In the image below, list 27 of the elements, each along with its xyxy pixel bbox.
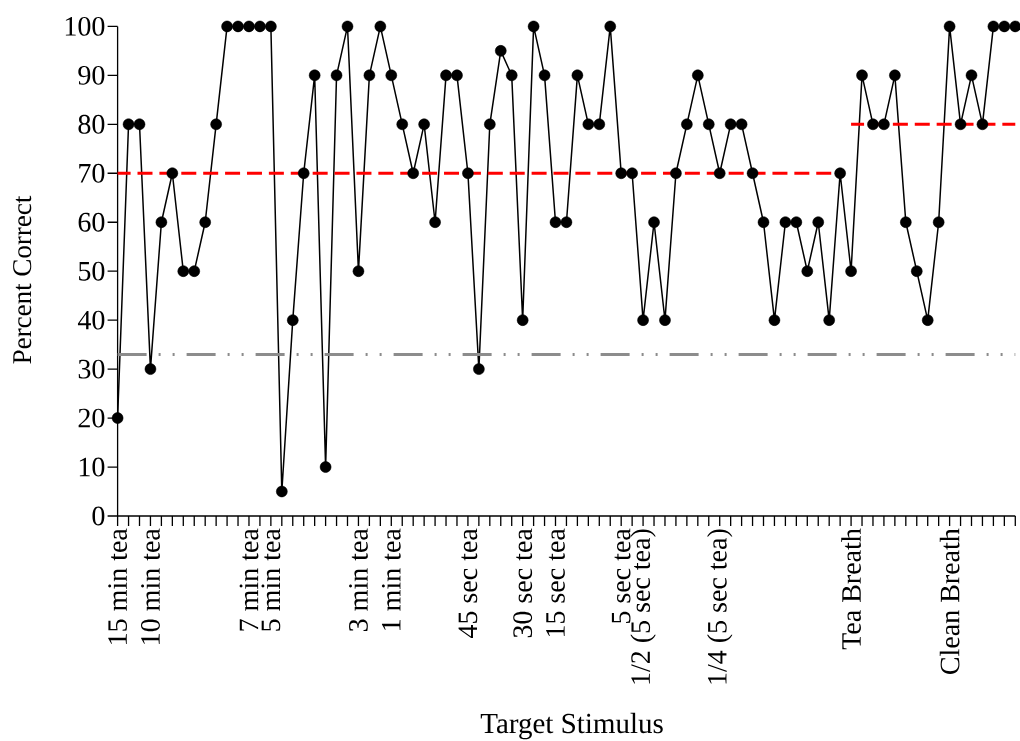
y-tick-label: 40 bbox=[77, 310, 105, 330]
y-tick-label: 100 bbox=[65, 16, 105, 36]
x-axis-title: Target Stimulus bbox=[480, 712, 663, 740]
y-tick-label: 30 bbox=[78, 359, 105, 379]
y-tick-label: 20 bbox=[78, 408, 105, 428]
x-tick-label: 1 min tea bbox=[381, 528, 401, 630]
x-tick-label: 45 sec tea bbox=[458, 528, 478, 639]
x-tick-label: 1/4 (5 sec tea) bbox=[707, 529, 733, 684]
x-tick-label: Tea Breath bbox=[841, 528, 861, 650]
y-tick-label: 70 bbox=[79, 163, 105, 183]
x-tick-label: 30 sec tea bbox=[513, 528, 533, 638]
y-tick-label: 50 bbox=[79, 261, 105, 281]
y-tick-label: 10 bbox=[79, 457, 105, 477]
x-tick-label: 5 min tea bbox=[261, 528, 281, 631]
x-tick-label: 5 sec tea bbox=[611, 528, 631, 623]
y-tick-label: 60 bbox=[78, 212, 105, 232]
y-axis-title: Percent Correct bbox=[13, 195, 32, 364]
x-tick-label: 1/2 (5 sec tea) bbox=[630, 529, 656, 684]
y-tick-label: 80 bbox=[78, 114, 105, 134]
x-tick-label: Clean Breath bbox=[939, 528, 960, 674]
x-tick-label: 3 min tea bbox=[349, 528, 368, 632]
x-tick-label: 10 min tea bbox=[141, 528, 160, 644]
x-tick-label: 15 min tea bbox=[108, 528, 128, 644]
y-tick-label: 90 bbox=[78, 65, 105, 85]
x-tick-label: 15 sec tea bbox=[546, 528, 565, 637]
x-tick-label: 7 min tea bbox=[239, 528, 259, 631]
y-tick-label: 0 bbox=[92, 506, 105, 526]
